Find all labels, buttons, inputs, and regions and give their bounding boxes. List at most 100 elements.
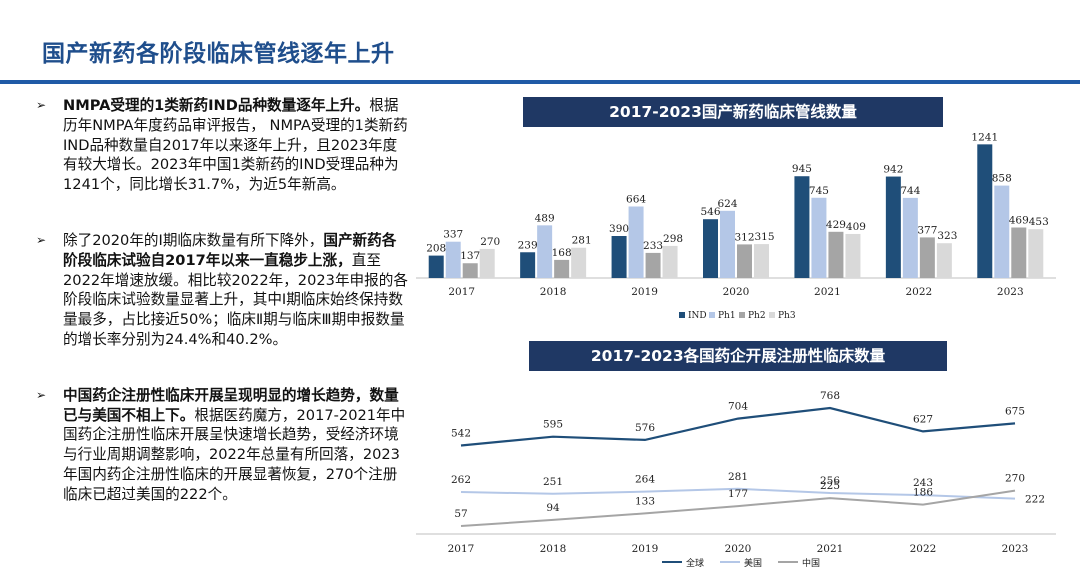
- bullet-bold: NMPA受理的1类新药IND品种数量逐年上升。: [63, 97, 370, 114]
- data-label: 453: [1029, 216, 1049, 228]
- arrow-bullet-icon: ➢: [36, 232, 47, 247]
- x-tick-label: 2021: [817, 543, 844, 555]
- data-label: 675: [1005, 405, 1025, 417]
- x-tick-label: 2023: [997, 286, 1024, 298]
- arrow-bullet-icon: ➢: [36, 387, 47, 402]
- x-tick-label: 2022: [905, 286, 932, 298]
- data-label: 177: [728, 488, 748, 500]
- data-label: 222: [1025, 494, 1045, 506]
- bar-ph3-2017: [479, 248, 495, 278]
- data-label: 264: [635, 474, 655, 486]
- data-label: 409: [846, 221, 866, 233]
- bullet-text: 直至2022年增速放缓。相比较2022年，2023年申报的各阶段临床试验数量显著…: [63, 251, 408, 348]
- data-label: 429: [826, 219, 846, 231]
- bar-ind-2017: [428, 255, 444, 278]
- bar-ph1-2023: [994, 185, 1010, 278]
- data-label: 744: [900, 185, 920, 197]
- bar-ph1-2020: [720, 210, 735, 278]
- bar-ph2-2017: [462, 263, 478, 278]
- legend-label-ph2: Ph2: [748, 311, 766, 321]
- x-tick-label: 2022: [910, 543, 937, 555]
- x-tick-label: 2017: [448, 286, 475, 298]
- data-label: 624: [717, 198, 737, 210]
- x-tick-label: 2021: [814, 286, 841, 298]
- data-label: 745: [809, 185, 829, 197]
- data-label: 315: [754, 231, 774, 243]
- data-label: 94: [546, 502, 560, 514]
- legend-label-全球: 全球: [686, 557, 704, 569]
- data-label: 262: [451, 474, 471, 486]
- x-tick-label: 2023: [1002, 543, 1029, 555]
- data-label: 337: [443, 229, 463, 241]
- data-label: 546: [700, 206, 720, 218]
- data-label: 323: [937, 230, 957, 242]
- data-label: 256: [820, 475, 840, 487]
- data-label: 627: [913, 413, 933, 425]
- data-label: 243: [913, 477, 933, 489]
- x-tick-label: 2019: [632, 543, 659, 555]
- data-label: 377: [917, 224, 937, 236]
- bar-ph2-2022: [919, 237, 935, 278]
- x-tick-label: 2018: [540, 543, 567, 555]
- data-label: 768: [820, 390, 840, 402]
- data-label: 942: [883, 164, 903, 176]
- bar-ph3-2020: [754, 244, 769, 278]
- bullet-pre: 除了2020年的Ⅰ期临床数量有所下降外，: [63, 231, 324, 249]
- bar-ph2-2018: [554, 259, 570, 278]
- data-label: 281: [572, 235, 592, 247]
- bullet-text: 根据医药魔方，2017-2021年中国药企注册性临床开展呈快速增长趋势，受经济环…: [63, 406, 406, 503]
- data-label: 595: [543, 419, 563, 431]
- legend-swatch-ph1: [709, 312, 715, 318]
- data-label: 664: [626, 193, 646, 205]
- x-tick-label: 2020: [725, 543, 752, 555]
- x-tick-label: 2017: [448, 543, 475, 555]
- bullet-bold: 中国药企注册性临床开展呈现明显的增长趋势，数量已与美国不相上下。: [63, 386, 399, 424]
- bar-ph1-2017: [445, 241, 461, 278]
- legend-label-ph1: Ph1: [718, 311, 736, 321]
- data-label: 133: [635, 495, 655, 507]
- data-label: 225: [820, 480, 840, 492]
- bar-ph2-2021: [828, 231, 844, 278]
- legend-label-中国: 中国: [802, 557, 820, 569]
- bar-ph3-2022: [936, 243, 952, 278]
- data-label: 270: [1005, 473, 1025, 485]
- bullet-phases: ➢ 除了2020年的Ⅰ期临床数量有所下降外，国产新药各阶段临床试验自2017年以…: [36, 231, 408, 350]
- legend-label-ph3: Ph3: [778, 311, 796, 321]
- data-label: 704: [728, 401, 748, 413]
- data-label: 858: [992, 173, 1012, 185]
- bar-ph1-2019: [628, 206, 644, 278]
- bar-ind-2020: [703, 219, 718, 278]
- data-label: 233: [643, 240, 663, 252]
- bullet-registrational: ➢ 中国药企注册性临床开展呈现明显的增长趋势，数量已与美国不相上下。根据医药魔方…: [36, 386, 408, 505]
- title-underline: [0, 80, 1080, 84]
- legend-label-ind: IND: [688, 311, 707, 321]
- legend-label-美国: 美国: [744, 557, 762, 569]
- data-label: 239: [518, 239, 538, 251]
- series-line-中国: [460, 489, 1016, 527]
- legend-swatch-ph3: [769, 312, 775, 318]
- line-chart: 542 595 576 704 768 627 675 262 251 264 281 256 243 2…: [416, 390, 1056, 569]
- data-label: 945: [792, 163, 812, 175]
- bar-ph1-2018: [537, 225, 553, 278]
- legend-swatch-ind: [679, 312, 685, 318]
- bullet-bold: 国产新药各阶段临床试验自2017年以来一直稳步上涨，: [63, 231, 397, 269]
- bar-ph3-2019: [662, 245, 678, 278]
- data-label: 312: [734, 231, 754, 243]
- data-label: 186: [913, 487, 933, 499]
- line-chart-title: 2017-2023各国药企开展注册性临床数量: [529, 341, 947, 371]
- series-line-美国: [460, 487, 1016, 500]
- bar-ind-2018: [520, 252, 536, 278]
- data-label: 137: [460, 250, 480, 262]
- series-line-全球: [460, 406, 1016, 447]
- legend-swatch-ph2: [739, 312, 745, 318]
- data-label: 489: [535, 212, 555, 224]
- data-label: 469: [1009, 214, 1029, 226]
- bar-ph2-2020: [737, 244, 752, 278]
- data-label: 542: [451, 428, 471, 440]
- bar-ph2-2023: [1011, 227, 1027, 278]
- data-label: 57: [454, 508, 467, 520]
- x-tick-label: 2018: [540, 286, 567, 298]
- bullet-ind: ➢ NMPA受理的1类新药IND品种数量逐年上升。根据历年NMPA年度药品审评报…: [36, 96, 408, 195]
- bar-ind-2021: [794, 176, 810, 278]
